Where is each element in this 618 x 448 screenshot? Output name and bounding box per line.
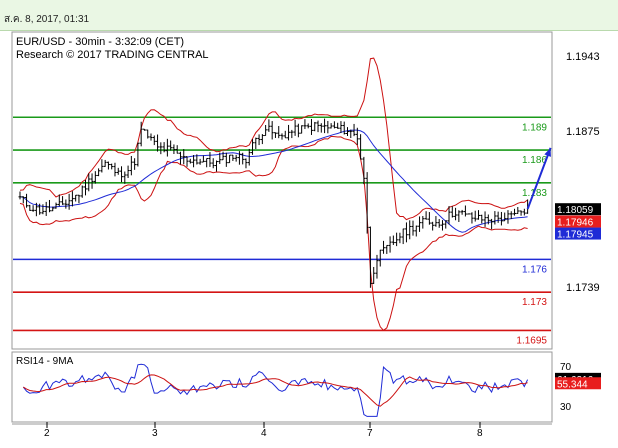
rsi-tag-bg — [555, 377, 601, 390]
bollinger-lower — [19, 135, 528, 331]
price-tick: 1.1739 — [566, 282, 600, 294]
rsi-ma-line — [23, 374, 528, 407]
level-label: 1.1695 — [516, 335, 547, 346]
price-tag: 1.17945 — [557, 230, 594, 241]
x-tick: 4 — [261, 428, 267, 439]
chart-subtitle: Research © 2017 TRADING CENTRAL — [16, 49, 209, 61]
level-label: 1.173 — [522, 297, 547, 308]
rsi-tag: 55.344 — [557, 379, 588, 390]
rsi-label: RSI14 - 9MA — [16, 356, 74, 367]
projection-arrow-head — [544, 147, 551, 157]
x-tick: 2 — [44, 428, 50, 439]
x-tick: 3 — [152, 428, 158, 439]
bollinger-upper — [19, 57, 528, 221]
rsi-line — [22, 363, 529, 417]
rsi-panel — [11, 351, 553, 423]
price-tag-bg — [555, 215, 601, 228]
x-tick: 8 — [477, 428, 483, 439]
rsi-tick: 30 — [560, 402, 572, 413]
date-time: ส.ค. 8, 2017, 01:31 — [4, 14, 90, 25]
x-tick: 7 — [367, 428, 373, 439]
level-label: 1.183 — [522, 188, 547, 199]
price-tag: 1.17946 — [557, 218, 594, 229]
price-tick: 1.1943 — [566, 51, 600, 63]
price-tick: 1.1875 — [566, 126, 600, 138]
price-tag-bg — [555, 227, 601, 240]
chart-title: EUR/USD - 30min - 3:32:09 (CET) — [16, 36, 184, 48]
level-label: 1.186 — [522, 155, 547, 166]
level-label: 1.189 — [522, 122, 547, 133]
rsi-tick: 70 — [560, 362, 572, 373]
price-tag: 1.18059 — [557, 205, 594, 216]
level-label: 1.176 — [522, 264, 547, 275]
projection-arrow — [526, 147, 552, 210]
top-bar: ส.ค. 8, 2017, 01:31 — [0, 0, 618, 31]
price-tag-bg — [555, 203, 601, 216]
moving-average — [19, 129, 528, 233]
price-panel — [11, 31, 553, 350]
